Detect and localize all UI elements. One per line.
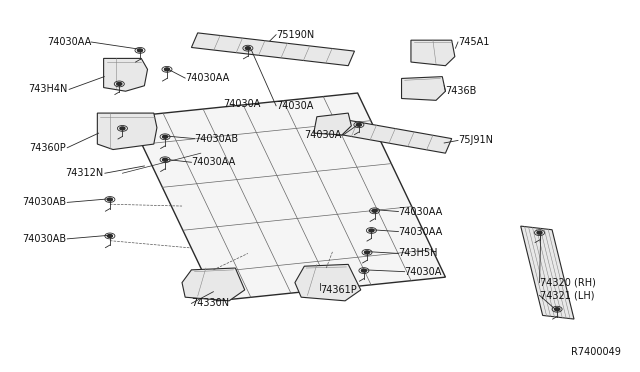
Text: 75J91N: 75J91N: [458, 135, 493, 145]
Text: 74361P: 74361P: [320, 285, 356, 295]
Text: 74030AB: 74030AB: [195, 134, 239, 144]
Circle shape: [362, 269, 367, 272]
Circle shape: [164, 68, 170, 71]
Polygon shape: [411, 40, 455, 66]
Polygon shape: [314, 113, 351, 135]
Text: 74030A: 74030A: [305, 130, 342, 140]
Text: 74030A: 74030A: [276, 101, 314, 111]
Text: 74030AB: 74030AB: [22, 234, 66, 244]
Text: 74360P: 74360P: [29, 143, 66, 153]
Circle shape: [369, 229, 374, 232]
Polygon shape: [191, 33, 355, 66]
Text: 74030AA: 74030AA: [185, 73, 229, 83]
Circle shape: [537, 231, 542, 234]
Text: 7436B: 7436B: [445, 86, 477, 96]
Text: 74030AA: 74030AA: [191, 157, 236, 167]
Text: 74030AB: 74030AB: [22, 198, 66, 208]
Text: 74330N: 74330N: [191, 298, 230, 308]
Circle shape: [163, 135, 168, 138]
Text: 74030A: 74030A: [404, 267, 442, 277]
Text: 745A1: 745A1: [458, 37, 490, 47]
Polygon shape: [333, 119, 452, 153]
Polygon shape: [129, 93, 445, 301]
Polygon shape: [182, 268, 244, 301]
Circle shape: [365, 251, 369, 254]
Text: 74320 (RH): 74320 (RH): [540, 278, 595, 288]
Text: 75190N: 75190N: [276, 30, 314, 40]
Polygon shape: [295, 264, 361, 301]
Text: 74312N: 74312N: [65, 168, 104, 178]
Polygon shape: [97, 113, 157, 150]
Text: R7400049: R7400049: [571, 347, 621, 357]
Circle shape: [245, 47, 250, 49]
Circle shape: [555, 308, 559, 311]
Polygon shape: [104, 58, 148, 91]
Polygon shape: [401, 77, 445, 100]
Circle shape: [120, 127, 125, 130]
Text: 74321 (LH): 74321 (LH): [540, 291, 594, 300]
Text: 74030AA: 74030AA: [398, 206, 443, 217]
Circle shape: [372, 209, 377, 212]
Circle shape: [108, 198, 113, 201]
Text: 74030AA: 74030AA: [398, 227, 443, 237]
Circle shape: [163, 158, 168, 161]
Text: 74030A: 74030A: [223, 99, 260, 109]
Text: 74030AA: 74030AA: [47, 37, 91, 47]
Text: 743H5H: 743H5H: [398, 248, 438, 259]
Circle shape: [116, 83, 122, 86]
Circle shape: [108, 234, 113, 237]
Circle shape: [138, 49, 143, 52]
Text: 743H4N: 743H4N: [29, 84, 68, 94]
Circle shape: [356, 123, 362, 126]
Polygon shape: [521, 226, 574, 319]
